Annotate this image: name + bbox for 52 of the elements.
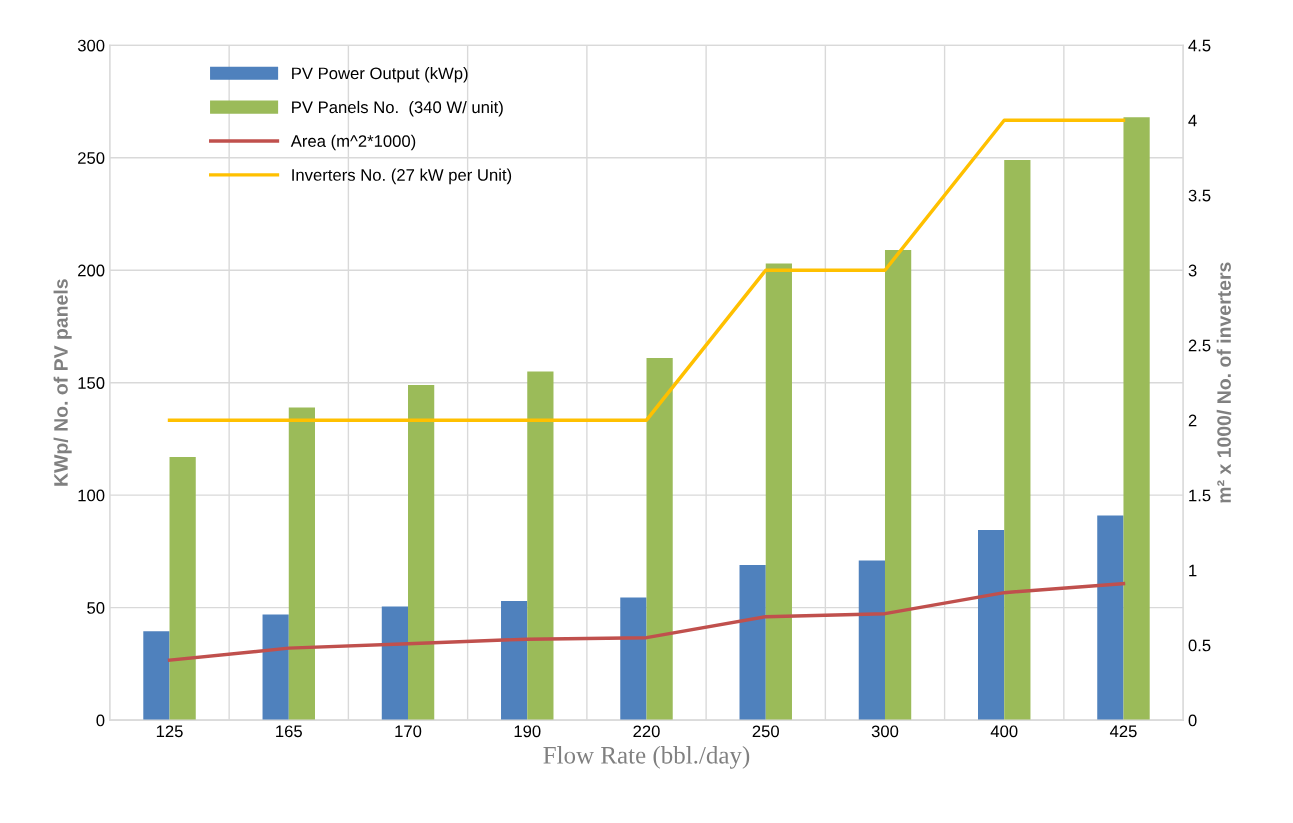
y2-tick-label: 0.5 [1188,639,1211,652]
y-tick-label: 0 [96,714,105,727]
bar [978,530,1005,721]
bar [739,564,766,721]
x-tick-label: 190 [514,725,541,738]
y2-axis-title: m² x 1000/ No. of inverters [1216,262,1232,503]
x-axis-title: Flow Rate (bbl./day) [543,746,750,769]
bar [1004,159,1031,721]
x-tick-label: 400 [990,725,1018,738]
legend-label: Inverters No. (27 kW per Unit) [292,168,512,185]
bar [620,597,647,721]
bar [169,456,196,721]
bar [527,371,554,721]
x-tick-label: 165 [276,725,302,738]
bar [288,407,315,721]
bar [1123,117,1150,721]
y-tick-label: 100 [78,489,105,502]
y-tick-label: 250 [78,152,105,164]
bar [765,263,792,721]
y2-tick-label: 1.5 [1189,489,1211,502]
y-tick-label: 300 [77,39,105,52]
bar [262,614,289,721]
y-tick-label: 150 [78,377,105,389]
bar [1097,515,1124,721]
y2-tick-label: 2.5 [1188,339,1211,352]
y2-tick-label: 4 [1188,114,1197,127]
x-tick-label: 170 [395,725,422,738]
y2-tick-label: 3 [1188,264,1197,277]
y-tick-label: 200 [78,264,105,277]
y-tick-label: 50 [87,602,105,614]
x-tick-label: 300 [871,725,899,738]
y-axis-title: KWp/ No. of PV panels [53,279,72,486]
x-tick-label: 425 [1109,725,1137,738]
bar [501,600,528,721]
bar [408,384,435,721]
y2-tick-label: 0 [1188,714,1197,727]
legend-label: PV Power Output (kWp) [292,67,468,83]
x-tick-label: 125 [156,725,183,738]
legend-label: PV Panels No. (340 W/ unit) [292,100,503,117]
y2-tick-label: 2 [1188,414,1197,427]
bar [858,560,885,721]
bar [884,249,912,721]
y2-tick-label: 4.5 [1188,39,1211,52]
x-tick-label: 220 [633,725,660,738]
bar [143,631,170,721]
x-tick-label: 250 [752,725,779,738]
y2-tick-label: 3.5 [1188,189,1211,202]
bar [381,606,409,721]
line-series [167,581,1126,662]
bar [646,357,673,721]
y2-tick-label: 1 [1189,564,1197,577]
legend-label: Area (m^2*1000) [290,134,416,151]
